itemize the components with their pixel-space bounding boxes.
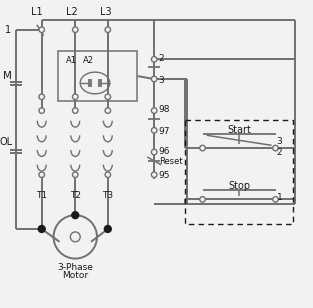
Text: 3-Phase: 3-Phase: [57, 264, 93, 273]
Text: Stop: Stop: [228, 180, 250, 191]
Circle shape: [39, 27, 44, 32]
Text: L1: L1: [31, 7, 43, 17]
Text: 97: 97: [158, 127, 170, 136]
Bar: [185, 120, 293, 224]
Text: 95: 95: [158, 171, 170, 180]
Circle shape: [105, 94, 110, 99]
Circle shape: [39, 172, 44, 177]
Circle shape: [73, 94, 78, 99]
Text: T2: T2: [70, 191, 81, 200]
Text: A2: A2: [83, 56, 94, 65]
Text: A1: A1: [66, 56, 77, 65]
Circle shape: [151, 76, 157, 82]
Circle shape: [105, 172, 110, 177]
Text: T3: T3: [102, 191, 113, 200]
Text: 3: 3: [277, 137, 282, 146]
Text: OL: OL: [0, 137, 13, 147]
Circle shape: [151, 172, 157, 177]
Circle shape: [104, 225, 111, 233]
Text: Reset: Reset: [159, 157, 183, 166]
Circle shape: [39, 108, 44, 113]
Circle shape: [273, 197, 278, 202]
Text: Motor: Motor: [62, 271, 88, 280]
Text: Start: Start: [227, 125, 251, 135]
Text: 96: 96: [158, 147, 170, 156]
Circle shape: [151, 108, 157, 113]
Circle shape: [73, 172, 78, 177]
Circle shape: [105, 108, 110, 113]
Circle shape: [73, 27, 78, 32]
Text: 98: 98: [158, 105, 170, 114]
Circle shape: [200, 197, 205, 202]
Text: 1: 1: [5, 25, 11, 35]
Circle shape: [73, 108, 78, 113]
Circle shape: [105, 27, 110, 32]
Bar: [59, 51, 137, 101]
Circle shape: [38, 225, 45, 233]
Text: 3: 3: [158, 75, 164, 84]
Text: 2: 2: [277, 148, 282, 156]
Circle shape: [72, 212, 79, 219]
Circle shape: [200, 145, 205, 151]
Text: T1: T1: [36, 191, 47, 200]
Circle shape: [273, 145, 278, 151]
Circle shape: [151, 57, 157, 62]
Text: M: M: [3, 71, 12, 81]
Text: L3: L3: [100, 7, 112, 17]
Circle shape: [151, 128, 157, 133]
Circle shape: [39, 94, 44, 99]
Text: 1: 1: [277, 193, 282, 202]
Circle shape: [151, 149, 157, 155]
Text: L2: L2: [66, 7, 78, 17]
Text: 2: 2: [158, 54, 164, 63]
